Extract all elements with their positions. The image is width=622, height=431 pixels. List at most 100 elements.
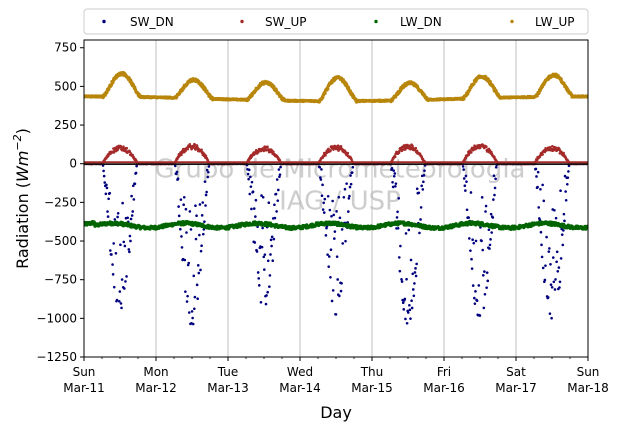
data-point — [249, 175, 252, 179]
data-point — [562, 151, 565, 155]
data-point — [349, 174, 352, 177]
data-point — [262, 255, 266, 259]
data-point — [131, 184, 135, 188]
data-point — [200, 148, 203, 152]
data-point — [411, 272, 415, 276]
data-point — [201, 201, 205, 204]
data-point — [484, 210, 487, 213]
data-point — [331, 199, 334, 203]
data-point — [193, 295, 197, 299]
data-point — [535, 175, 538, 178]
data-point — [187, 261, 191, 265]
data-point — [328, 208, 332, 212]
data-point — [461, 165, 465, 168]
data-point — [550, 316, 553, 320]
data-point — [482, 306, 486, 310]
data-point — [193, 143, 197, 147]
data-point — [272, 85, 276, 89]
data-point — [184, 290, 187, 293]
data-point — [277, 188, 280, 192]
data-point — [465, 180, 468, 183]
data-point — [191, 322, 195, 326]
data-point — [480, 239, 483, 243]
data-point — [462, 168, 465, 171]
data-point — [546, 296, 550, 299]
data-point — [271, 259, 275, 263]
data-point — [494, 165, 498, 169]
y-tick-label-8: 750 — [54, 41, 77, 55]
data-point — [560, 233, 564, 236]
data-point — [554, 146, 557, 149]
data-point — [332, 148, 335, 151]
data-point — [559, 189, 562, 193]
data-point — [394, 185, 397, 188]
data-point — [105, 186, 109, 190]
data-point — [194, 204, 197, 208]
legend: SW_DN SW_UP LW_DN LW_UP — [83, 8, 589, 35]
data-point — [199, 268, 202, 272]
data-point — [319, 178, 323, 181]
data-point — [340, 228, 344, 231]
y-axis-title: Radiation (Wm−2) — [11, 128, 32, 269]
data-point — [176, 177, 180, 180]
data-point — [124, 280, 127, 283]
y-axis-title-unit: Wm — [13, 151, 32, 182]
data-point — [548, 312, 552, 315]
data-point — [272, 237, 276, 241]
data-point — [403, 297, 407, 301]
data-point — [462, 177, 466, 180]
data-point — [339, 289, 343, 293]
data-point — [254, 198, 258, 202]
data-point — [135, 164, 138, 168]
zero-lines — [84, 161, 588, 166]
data-point — [481, 248, 485, 252]
data-point — [191, 316, 194, 320]
data-point — [334, 313, 338, 316]
y-axis-title-suffix: ) — [13, 128, 32, 134]
data-point — [179, 198, 183, 201]
data-point — [333, 230, 337, 233]
data-point — [199, 249, 203, 253]
data-point — [337, 195, 341, 199]
data-point — [419, 218, 422, 221]
data-point — [414, 274, 418, 278]
data-point — [207, 170, 210, 174]
data-point — [132, 198, 136, 201]
data-point — [177, 205, 180, 208]
data-point — [494, 177, 497, 181]
data-point — [115, 298, 119, 302]
data-point — [394, 182, 398, 185]
data-point — [537, 206, 541, 209]
data-point — [550, 286, 554, 289]
data-point — [335, 147, 339, 151]
data-point — [250, 180, 254, 184]
data-point — [129, 239, 132, 243]
data-point — [348, 194, 351, 198]
data-point — [179, 227, 182, 231]
data-point — [567, 170, 570, 173]
data-point — [545, 235, 548, 239]
data-point — [485, 271, 489, 274]
data-point — [338, 216, 342, 220]
data-point — [322, 201, 325, 205]
data-point — [544, 264, 547, 267]
data-point — [563, 219, 566, 223]
data-point — [116, 212, 120, 215]
data-point — [350, 171, 354, 174]
data-point — [409, 258, 413, 262]
data-point — [472, 241, 476, 245]
data-point — [250, 207, 253, 211]
data-point — [327, 147, 330, 151]
data-point — [392, 169, 395, 172]
data-point — [109, 249, 112, 252]
data-point — [193, 307, 196, 311]
data-point — [107, 197, 110, 201]
series-lw-dn — [84, 220, 588, 232]
x-tick-label-date-2: Mar-13 — [207, 381, 248, 395]
data-point — [184, 207, 188, 211]
data-point — [470, 267, 474, 270]
y-axis-title-prefix: Radiation ( — [13, 182, 32, 269]
data-point — [540, 243, 543, 247]
data-point — [473, 302, 477, 305]
data-point — [486, 279, 490, 283]
